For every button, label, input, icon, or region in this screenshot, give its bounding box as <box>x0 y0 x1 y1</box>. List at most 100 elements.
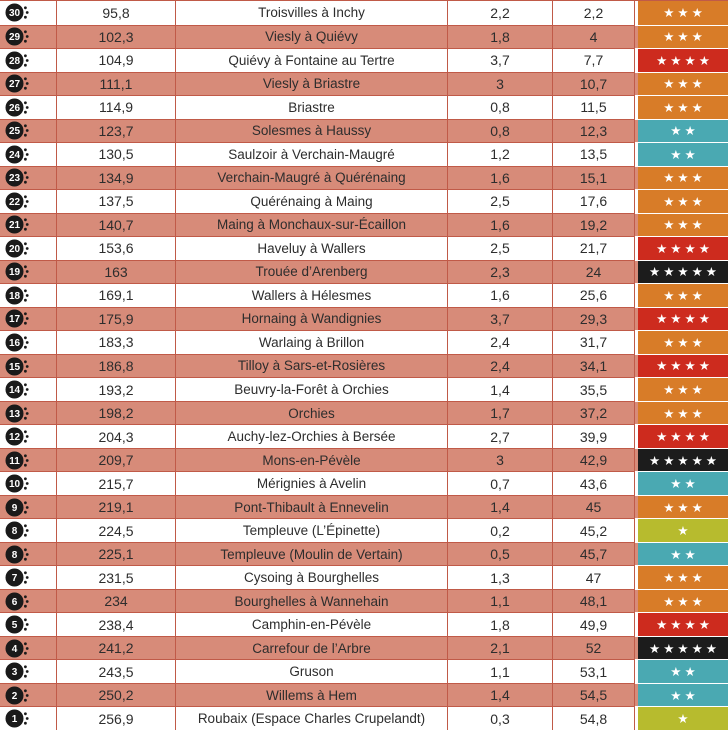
difficulty-rating-cell: ★★★ <box>635 189 728 213</box>
sector-length-value: 2,4 <box>448 353 553 378</box>
difficulty-stars: ★★ <box>638 119 728 143</box>
sector-number-badge-icon: 25 <box>5 121 29 140</box>
table-row: 10 215,7 Mérignies à Avelin 0,7 43,6 ★★ <box>0 471 728 495</box>
sector-length-value: 3,7 <box>448 306 553 331</box>
sector-number-badge-icon: 5 <box>5 615 29 634</box>
sector-length-value: 1,4 <box>448 377 553 401</box>
difficulty-rating-cell: ★★★★ <box>635 353 728 378</box>
cumulative-length-value: 11,5 <box>553 95 635 119</box>
cumulative-length-value: 13,5 <box>553 142 635 166</box>
sector-name: Templeuve (L’Épinette) <box>176 518 448 542</box>
difficulty-rating-cell: ★★★ <box>635 283 728 307</box>
sector-length-value: 0,2 <box>448 518 553 542</box>
km-point-value: 215,7 <box>57 471 176 495</box>
cumulative-length-value: 54,8 <box>553 706 635 730</box>
sector-number-cell: 13 <box>0 400 57 425</box>
difficulty-stars: ★★★ <box>638 72 728 96</box>
table-row: 18 169,1 Wallers à Hélesmes 1,6 25,6 ★★★ <box>0 283 728 307</box>
table-row: 6 234 Bourghelles à Wannehain 1,1 48,1 ★… <box>0 588 728 613</box>
sector-name: Briastre <box>176 95 448 119</box>
sector-number-cell: 26 <box>0 95 57 119</box>
cumulative-length-value: 17,6 <box>553 189 635 213</box>
cumulative-length-value: 47 <box>553 565 635 589</box>
cumulative-length-value: 42,9 <box>553 447 635 472</box>
sector-number-cell: 23 <box>0 165 57 190</box>
sector-number: 26 <box>9 103 21 114</box>
sector-number-badge-icon: 29 <box>5 27 29 46</box>
sector-number-cell: 3 <box>0 659 57 683</box>
difficulty-stars: ★★★★★ <box>638 260 728 284</box>
cumulative-length-value: 37,2 <box>553 400 635 425</box>
sector-number-cell: 19 <box>0 259 57 284</box>
sector-name: Mérignies à Avelin <box>176 471 448 495</box>
sector-number-cell: 6 <box>0 588 57 613</box>
sector-name: Warlaing à Brillon <box>176 330 448 354</box>
sector-number-badge-icon: 1 <box>5 709 29 728</box>
sector-length-value: 0,8 <box>448 118 553 143</box>
sector-name: Camphin-en-Pévèle <box>176 612 448 636</box>
table-row: 11 209,7 Mons-en-Pévèle 3 42,9 ★★★★★ <box>0 447 728 472</box>
sector-name: Orchies <box>176 400 448 425</box>
difficulty-stars: ★★★★ <box>638 49 728 72</box>
sector-number-badge-icon: 12 <box>5 427 29 446</box>
km-point-value: 250,2 <box>57 682 176 707</box>
km-point-value: 231,5 <box>57 565 176 589</box>
sector-name: Cysoing à Bourghelles <box>176 565 448 589</box>
sector-number-badge-icon: 15 <box>5 357 29 375</box>
sector-length-value: 1,3 <box>448 565 553 589</box>
sector-length-value: 0,5 <box>448 541 553 566</box>
cumulative-length-value: 52 <box>553 635 635 660</box>
table-row: 24 130,5 Saulzoir à Verchain-Maugré 1,2 … <box>0 142 728 166</box>
sector-number-cell: 22 <box>0 189 57 213</box>
sector-name: Carrefour de l’Arbre <box>176 635 448 660</box>
cumulative-length-value: 2,2 <box>553 1 635 25</box>
cumulative-length-value: 45,2 <box>553 518 635 542</box>
km-point-value: 224,5 <box>57 518 176 542</box>
sector-name: Templeuve (Moulin de Vertain) <box>176 541 448 566</box>
sector-number-badge-icon: 26 <box>5 98 29 117</box>
difficulty-stars: ★★★★ <box>638 425 728 448</box>
sector-number-badge-icon: 16 <box>5 333 29 352</box>
sector-number-badge-icon: 30 <box>5 3 29 22</box>
sector-name: Haveluy à Wallers <box>176 236 448 260</box>
sector-number: 16 <box>9 338 21 349</box>
km-point-value: 225,1 <box>57 541 176 566</box>
difficulty-rating-cell: ★★ <box>635 471 728 495</box>
km-point-value: 134,9 <box>57 165 176 190</box>
sector-number-badge-icon: 7 <box>5 568 29 587</box>
cumulative-length-value: 54,5 <box>553 682 635 707</box>
sector-number-cell: 25 <box>0 118 57 143</box>
cumulative-length-value: 45,7 <box>553 541 635 566</box>
sector-length-value: 1,1 <box>448 659 553 683</box>
difficulty-rating-cell: ★★★★★ <box>635 635 728 660</box>
table-row: 2 250,2 Willems à Hem 1,4 54,5 ★★ <box>0 682 728 707</box>
table-row: 13 198,2 Orchies 1,7 37,2 ★★★ <box>0 400 728 425</box>
sector-number-cell: 24 <box>0 142 57 166</box>
sector-number: 23 <box>9 173 21 184</box>
cumulative-length-value: 45 <box>553 494 635 519</box>
sector-name: Mons-en-Pévèle <box>176 447 448 472</box>
sector-length-value: 1,2 <box>448 142 553 166</box>
sector-name: Trouée d’Arenberg <box>176 259 448 284</box>
sector-number-badge-icon: 21 <box>5 215 29 234</box>
difficulty-stars: ★★★★ <box>638 307 728 331</box>
sector-number-cell: 16 <box>0 330 57 354</box>
sector-number-cell: 15 <box>0 353 57 378</box>
sector-number-badge-icon: 28 <box>5 51 29 70</box>
cumulative-length-value: 31,7 <box>553 330 635 354</box>
km-point-value: 137,5 <box>57 189 176 213</box>
sector-number: 14 <box>9 385 21 396</box>
sector-length-value: 3 <box>448 447 553 472</box>
table-row: 26 114,9 Briastre 0,8 11,5 ★★★ <box>0 95 728 119</box>
table-row: 30 95,8 Troisvilles à Inchy 2,2 2,2 ★★★ <box>0 1 728 25</box>
km-point-value: 140,7 <box>57 212 176 237</box>
difficulty-rating-cell: ★★★ <box>635 494 728 519</box>
difficulty-stars: ★★★ <box>638 213 728 237</box>
sector-number-badge-icon: 17 <box>5 309 29 328</box>
sector-name: Bourghelles à Wannehain <box>176 588 448 613</box>
cumulative-length-value: 53,1 <box>553 659 635 683</box>
difficulty-rating-cell: ★★★ <box>635 330 728 354</box>
difficulty-stars: ★★ <box>638 660 728 683</box>
sector-length-value: 0,7 <box>448 471 553 495</box>
